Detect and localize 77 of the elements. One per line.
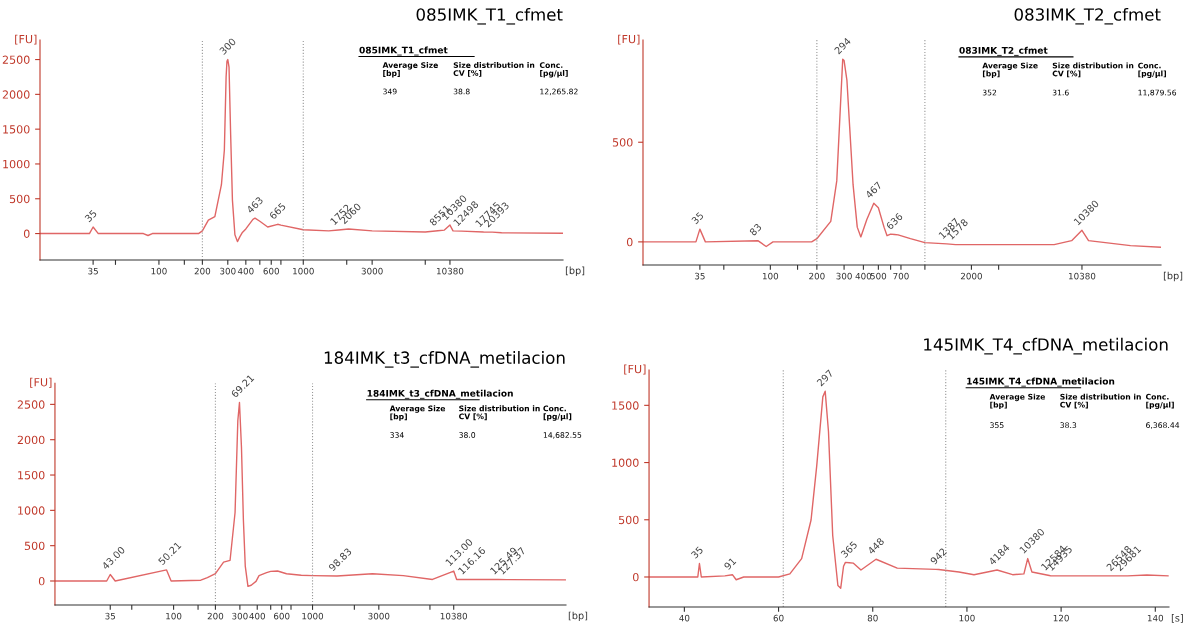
annotation: 83 <box>748 223 762 237</box>
annotation: 083IMK_T2_cfmet <box>959 46 1048 56</box>
x-tick-label: 400 <box>237 267 254 275</box>
annotation: 35 <box>84 209 98 223</box>
y-tick-label: 1000 <box>612 458 639 467</box>
x-tick-label: 200 <box>809 272 825 280</box>
annotation: 91 <box>723 557 737 571</box>
x-tick-label: 100 <box>166 612 182 620</box>
chart-title: 083IMK_T2_cfmet <box>1014 7 1161 25</box>
y-tick-label: 1500 <box>18 471 45 480</box>
y-axis-title: [FU] <box>618 34 640 45</box>
x-tick-label: 1000 <box>302 612 324 620</box>
x-tick-label: 100 <box>762 272 779 280</box>
y-axis-title: [FU] <box>30 377 52 388</box>
annotation: 145IMK_T4_cfDNA_metilacion <box>967 377 1115 387</box>
y-tick-label: 2500 <box>2 55 30 64</box>
y-tick-label: 500 <box>9 194 30 204</box>
y-tick-label: 500 <box>612 138 633 147</box>
y-tick-label: 1500 <box>3 125 30 134</box>
x-tick-label: 40 <box>679 614 690 622</box>
x-tick-label: 80 <box>867 614 878 622</box>
y-tick-label: 500 <box>24 541 45 551</box>
y-tick-label: 2500 <box>17 400 45 409</box>
chart-title: 184IMK_t3_cfDNA_metilacion <box>324 351 565 368</box>
x-tick-label: 100 <box>959 614 975 622</box>
annotation: 35 <box>690 546 704 559</box>
x-tick-label: 200 <box>207 612 224 620</box>
y-tick-label: 2000 <box>17 435 45 445</box>
annotation: 35 <box>691 211 704 225</box>
chart-title: 085IMK_T1_cfmet <box>416 7 563 25</box>
y-tick-label: 0 <box>626 237 633 247</box>
x-tick-label: 140 <box>1147 614 1164 622</box>
annotation: 184IMK_t3_cfDNA_metilacion <box>367 389 513 399</box>
x-axis-title: [bp] <box>1163 271 1183 282</box>
x-tick-label: 600 <box>263 267 280 275</box>
x-tick-label: 300 <box>220 267 236 275</box>
x-tick-label: 600 <box>273 612 290 620</box>
y-tick-label: 0 <box>38 576 45 586</box>
x-axis-title: [bp] <box>565 266 585 277</box>
x-tick-label: 400 <box>249 612 266 620</box>
annotation: 448 <box>867 537 885 555</box>
x-tick-label: 60 <box>773 614 784 622</box>
x-tick-label: 10380 <box>440 612 468 620</box>
y-tick-label: 1000 <box>18 506 45 515</box>
y-tick-label: 0 <box>23 229 30 238</box>
y-tick-label: 1000 <box>3 159 30 169</box>
x-tick-label: 2000 <box>960 272 982 280</box>
x-tick-label: 500 <box>870 272 887 280</box>
annotation: 665 <box>268 202 287 220</box>
x-tick-label: 1000 <box>293 267 314 275</box>
y-tick-label: 500 <box>618 515 639 525</box>
x-tick-label: 300 <box>836 272 852 280</box>
x-axis-title: [bp] <box>568 611 588 622</box>
x-tick-label: 700 <box>893 272 909 280</box>
annotation: 463 <box>246 196 264 214</box>
x-tick-label: 10380 <box>1069 272 1096 280</box>
x-tick-label: 300 <box>232 612 248 620</box>
x-axis-title: [s] <box>1171 614 1183 623</box>
x-tick-label: 120 <box>1053 614 1069 622</box>
x-tick-label: 100 <box>151 267 167 275</box>
x-tick-label: 35 <box>105 612 116 620</box>
chart-title: 145IMK_T4_cfDNA_metilacion <box>924 337 1168 355</box>
annotation: 636 <box>885 212 904 230</box>
x-tick-label: 10380 <box>437 267 464 275</box>
y-tick-label: 2000 <box>2 90 30 99</box>
annotation: 085IMK_T1_cfmet <box>359 46 448 56</box>
annotation: 294 <box>833 37 852 55</box>
y-axis-title: [FU] <box>15 34 37 45</box>
y-axis-title: [FU] <box>624 364 646 375</box>
y-tick-label: 0 <box>632 572 639 582</box>
x-tick-label: 35 <box>694 272 705 280</box>
x-tick-label: 3000 <box>368 612 390 620</box>
x-tick-label: 3000 <box>361 267 383 275</box>
x-tick-label: 35 <box>88 267 98 275</box>
x-tick-label: 200 <box>194 267 211 275</box>
y-tick-label: 1500 <box>612 401 639 410</box>
x-tick-label: 400 <box>855 272 872 280</box>
